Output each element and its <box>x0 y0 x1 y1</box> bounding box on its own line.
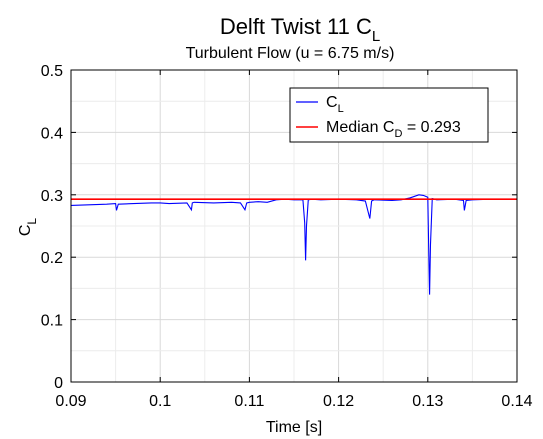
y-tick-label: 0.4 <box>41 125 63 142</box>
y-tick-label: 0.5 <box>41 63 63 80</box>
y-tick-label: 0.3 <box>41 188 63 205</box>
axis-ticks: 0.09 0.1 0.11 0.12 0.13 0.14 0 0.1 0.2 0.3 0.4 0.5 <box>41 63 533 410</box>
y-axis-label: CL <box>17 218 39 237</box>
y-tick-label: 0.1 <box>41 313 63 330</box>
legend-label-median-cd: Median CD = 0.293 <box>326 119 461 140</box>
legend-box <box>289 87 489 143</box>
legend: CL Median CD = 0.293 <box>289 87 489 143</box>
y-tick-label: 0.2 <box>41 250 63 267</box>
x-tick-label: 0.09 <box>55 393 86 410</box>
x-tick-label: 0.13 <box>412 393 443 410</box>
x-tick-label: 0.14 <box>501 393 532 410</box>
series-layer <box>70 194 517 295</box>
plot-frame <box>70 69 518 383</box>
x-tick-label: 0.1 <box>149 393 171 410</box>
legend-label-cl: CL <box>326 94 344 115</box>
x-axis-label: Time [s] <box>266 419 322 436</box>
series-line-cl <box>70 194 517 295</box>
chart-subtitle: Turbulent Flow (u = 6.75 m/s) <box>186 45 395 62</box>
x-tick-label: 0.11 <box>234 393 264 410</box>
chart-title: Delft Twist 11 CL <box>220 14 380 45</box>
y-tick-label: 0 <box>54 375 63 392</box>
x-tick-label: 0.12 <box>323 393 354 410</box>
